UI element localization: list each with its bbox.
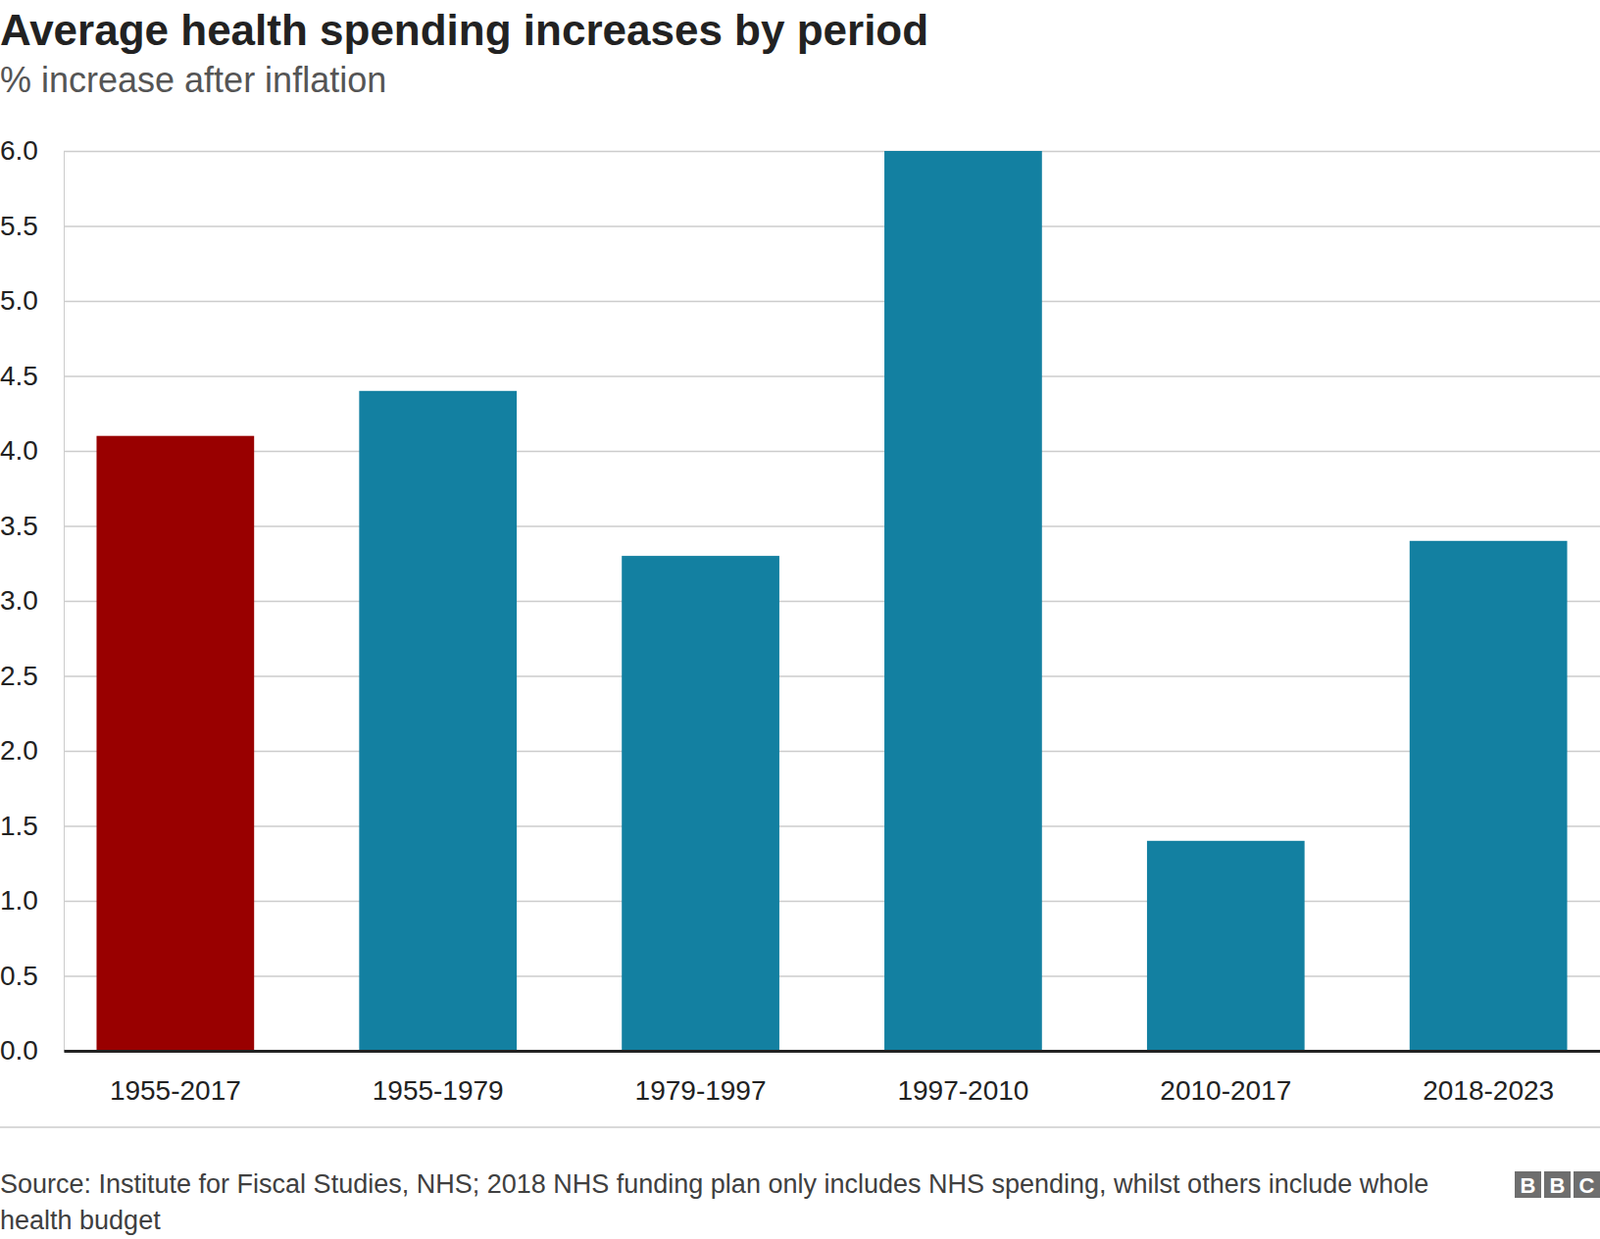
x-tick: 1979-1997 [635,1050,767,1106]
y-tick: 4.5 [0,360,1600,392]
y-tick: 5.0 [0,285,1600,316]
grid-line [63,600,1600,603]
grid-line [63,150,1600,153]
logo-block [1573,1171,1600,1199]
x-axis-line [64,1050,1600,1053]
x-tick-label: 2018-2023 [1422,1075,1554,1106]
x-tick: 1955-1979 [372,1050,504,1106]
y-tick-label: 6.0 [0,135,39,166]
grid-line [63,825,1600,828]
y-tick-label: 2.0 [0,735,39,766]
bar [96,436,254,1051]
grid-line [63,750,1600,753]
subtitle: % increase after inflation [0,59,387,100]
y-tick-label: 5.5 [0,210,39,242]
x-tick: 1997-2010 [897,1050,1029,1106]
chart: Average health spending increases by per… [0,0,1600,1239]
logo-block [1544,1171,1571,1199]
grid-line [63,975,1600,978]
bar [884,150,1043,1051]
bar [1409,541,1568,1051]
source: Source: Institute for Fiscal Studies, NH… [0,1169,1429,1236]
bar [621,555,780,1051]
x-tick: 1955-2017 [109,1050,242,1106]
y-tick-label: 4.5 [0,360,39,392]
y-tick-label: 5.0 [0,285,39,316]
footer-rule [0,1126,1600,1129]
x-axis: 1955-2017 1955-1979 1979-1997 1997-2010 2010… [64,1050,1600,1106]
grid-line [63,225,1600,228]
x-tick-label: 1955-2017 [109,1075,242,1106]
logo: BBC [1514,1171,1600,1199]
y-tick-label: 1.5 [0,810,39,842]
grid-line [63,900,1600,903]
x-tick: 2018-2023 [1422,1050,1554,1106]
y-axis: 0.0 0.5 1.0 1.5 2.0 2.5 3.0 3.5 4.0 4.5 5.0 5.5 6.0 [0,135,1600,1066]
grid-line [63,375,1600,378]
y-tick-label: 0.0 [0,1035,39,1066]
logo-block [1514,1171,1542,1199]
x-tick-label: 1997-2010 [897,1075,1029,1106]
grid-line [63,1050,1600,1053]
y-tick: 5.5 [0,210,1600,242]
x-tick-label: 2010-2017 [1159,1075,1292,1106]
x-tick-label: 1979-1997 [635,1075,767,1106]
x-tick: 2010-2017 [1159,1050,1292,1106]
y-tick-label: 4.0 [0,435,39,466]
y-tick-label: 0.5 [0,960,39,992]
y-tick-label: 3.5 [0,510,39,542]
grid-line [63,300,1600,303]
logo-text: BBC [1520,1173,1596,1199]
bar [1147,841,1305,1051]
y-tick-label: 2.5 [0,660,39,692]
grid-line [63,525,1600,528]
y-tick: 6.0 [0,135,1600,166]
y-tick-label: 3.0 [0,585,39,616]
grid-line [63,675,1600,678]
x-tick-label: 1955-1979 [372,1075,504,1106]
grid-line [63,450,1600,453]
title: Average health spending increases by per… [0,5,929,54]
y-axis-line [64,151,1600,1052]
bars [96,150,1567,1051]
y-tick-label: 1.0 [0,885,39,916]
bar [358,391,517,1051]
